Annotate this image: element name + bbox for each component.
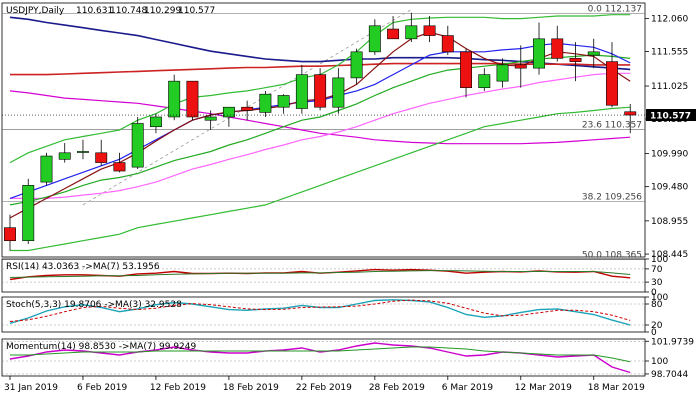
candle-body bbox=[277, 95, 290, 108]
fib-level-label: 50.0 108.365 bbox=[582, 250, 642, 260]
current-price-tag bbox=[646, 109, 696, 122]
panel-tick-label: 80 bbox=[651, 300, 663, 310]
date-axis: 31 Jan 2019 6 Feb 2019 12 Feb 2019 18 Feb 2… bbox=[4, 376, 645, 393]
ohlc-value: 110.577 bbox=[178, 6, 215, 16]
panel-tick-label: 100 bbox=[651, 293, 668, 303]
fib-level-label: 23.6 110.357 bbox=[582, 121, 642, 131]
panel-series-line-1 bbox=[10, 346, 631, 363]
overlay-line-0 bbox=[9, 16, 631, 71]
candle-body bbox=[587, 51, 600, 56]
ohlc-value: 110.748 bbox=[110, 6, 147, 16]
candle-body bbox=[387, 28, 400, 40]
panel-tick-label: 100 bbox=[651, 255, 668, 265]
candle-body bbox=[4, 227, 16, 242]
candle-body bbox=[606, 61, 618, 106]
panel-frame bbox=[1, 258, 646, 293]
trend-line bbox=[82, 9, 412, 206]
candle-body bbox=[441, 35, 454, 53]
overlay-line-4 bbox=[9, 54, 631, 206]
candle-body bbox=[624, 111, 637, 116]
fib-level-label: 38.2 109.256 bbox=[582, 192, 642, 202]
panel-series-line-1 bbox=[9, 299, 631, 322]
date-tick-label: 18 Mar 2019 bbox=[588, 383, 645, 393]
ohlc-value: 110.631 bbox=[76, 6, 113, 16]
fib-level-label: 0.0 112.137 bbox=[588, 5, 642, 15]
price-tick-label: 108.955 bbox=[651, 217, 688, 227]
candle-body bbox=[514, 64, 527, 69]
date-tick-label: 6 Feb 2019 bbox=[77, 383, 128, 393]
candle-body bbox=[295, 74, 308, 109]
panel-tick-label: 70 bbox=[651, 265, 663, 275]
candle-body bbox=[204, 116, 217, 121]
panel-title: Momentum(14) 98.8530 ->MA(7) 99.9249 bbox=[6, 342, 197, 352]
candle-body bbox=[77, 151, 89, 153]
momentum-panel: 101.9739 100 98.7044 Momentum(14) 98.8530 -… bbox=[1, 337, 694, 380]
candle-body bbox=[533, 38, 545, 69]
price-tick-label: 109.480 bbox=[651, 183, 688, 193]
candle-body bbox=[113, 162, 126, 172]
panel-tick-label: 98.7044 bbox=[651, 370, 688, 380]
price-tick-label: 112.060 bbox=[651, 15, 688, 25]
panel-title: Stoch(5,3,3) 19.8706 ->MA(3) 32.9528 bbox=[6, 300, 182, 310]
panel-series-line-1 bbox=[9, 270, 631, 278]
candle-body bbox=[496, 64, 509, 82]
ohlc-value: 110.299 bbox=[144, 6, 181, 16]
date-tick-label: 18 Feb 2019 bbox=[223, 383, 279, 393]
candle-body bbox=[22, 185, 35, 242]
date-tick-label: 31 Jan 2019 bbox=[4, 383, 58, 393]
chart-title: USDJPY,Daily bbox=[6, 6, 65, 16]
candle-body bbox=[168, 80, 181, 118]
candle-body bbox=[149, 116, 162, 128]
candle-body bbox=[405, 25, 418, 40]
candle-body bbox=[259, 93, 272, 113]
candle-body bbox=[332, 77, 345, 108]
candle-body bbox=[478, 74, 491, 88]
panel-tick-label: 0 bbox=[651, 328, 657, 338]
panel-frame bbox=[1, 338, 646, 377]
date-tick-label: 12 Feb 2019 bbox=[150, 383, 206, 393]
date-tick-label: 28 Feb 2019 bbox=[369, 383, 425, 393]
candle-body bbox=[95, 152, 108, 163]
overlay-line-3 bbox=[10, 72, 631, 199]
candle-body bbox=[460, 51, 473, 88]
panel-title: RSI(14) 43.0363 ->MA(7) 53.1956 bbox=[6, 262, 160, 272]
candle-body bbox=[222, 106, 235, 118]
panel-frame bbox=[1, 296, 646, 333]
candle-body bbox=[551, 38, 564, 59]
price-tick-label: 111.025 bbox=[651, 82, 688, 92]
candle-body bbox=[131, 123, 144, 168]
panel-tick-label: 20 bbox=[651, 321, 663, 331]
date-tick-label: 6 Mar 2019 bbox=[442, 383, 494, 393]
price-tick-label: 111.555 bbox=[651, 48, 688, 58]
price-tick-label: 109.990 bbox=[651, 149, 688, 159]
candle-body bbox=[186, 80, 199, 118]
date-tick-label: 12 Mar 2019 bbox=[515, 383, 572, 393]
candle-body bbox=[241, 106, 254, 111]
panel-tick-label: 100 bbox=[651, 357, 668, 367]
candle-body bbox=[314, 74, 327, 108]
candle-body bbox=[569, 58, 582, 62]
candle-body bbox=[40, 155, 53, 183]
main-price-panel: 0.0 112.137 23.6 110.357 38.2 109.256 50.0 … bbox=[1, 2, 696, 260]
panel-tick-label: 30 bbox=[651, 278, 663, 288]
current-price-label: 110.577 bbox=[650, 112, 691, 122]
candle-body bbox=[368, 25, 381, 53]
price-tick-label: 108.445 bbox=[651, 250, 688, 260]
candle-body bbox=[58, 152, 71, 160]
overlay-line-2 bbox=[9, 90, 631, 145]
candle-body bbox=[350, 51, 363, 79]
candle-body bbox=[423, 25, 436, 36]
panel-tick-label: 101.9739 bbox=[651, 337, 694, 347]
main-panel-frame bbox=[1, 2, 646, 258]
overlay-line-8 bbox=[10, 106, 631, 252]
date-tick-label: 22 Feb 2019 bbox=[296, 383, 352, 393]
panel-tick-label: 0 bbox=[651, 288, 657, 298]
